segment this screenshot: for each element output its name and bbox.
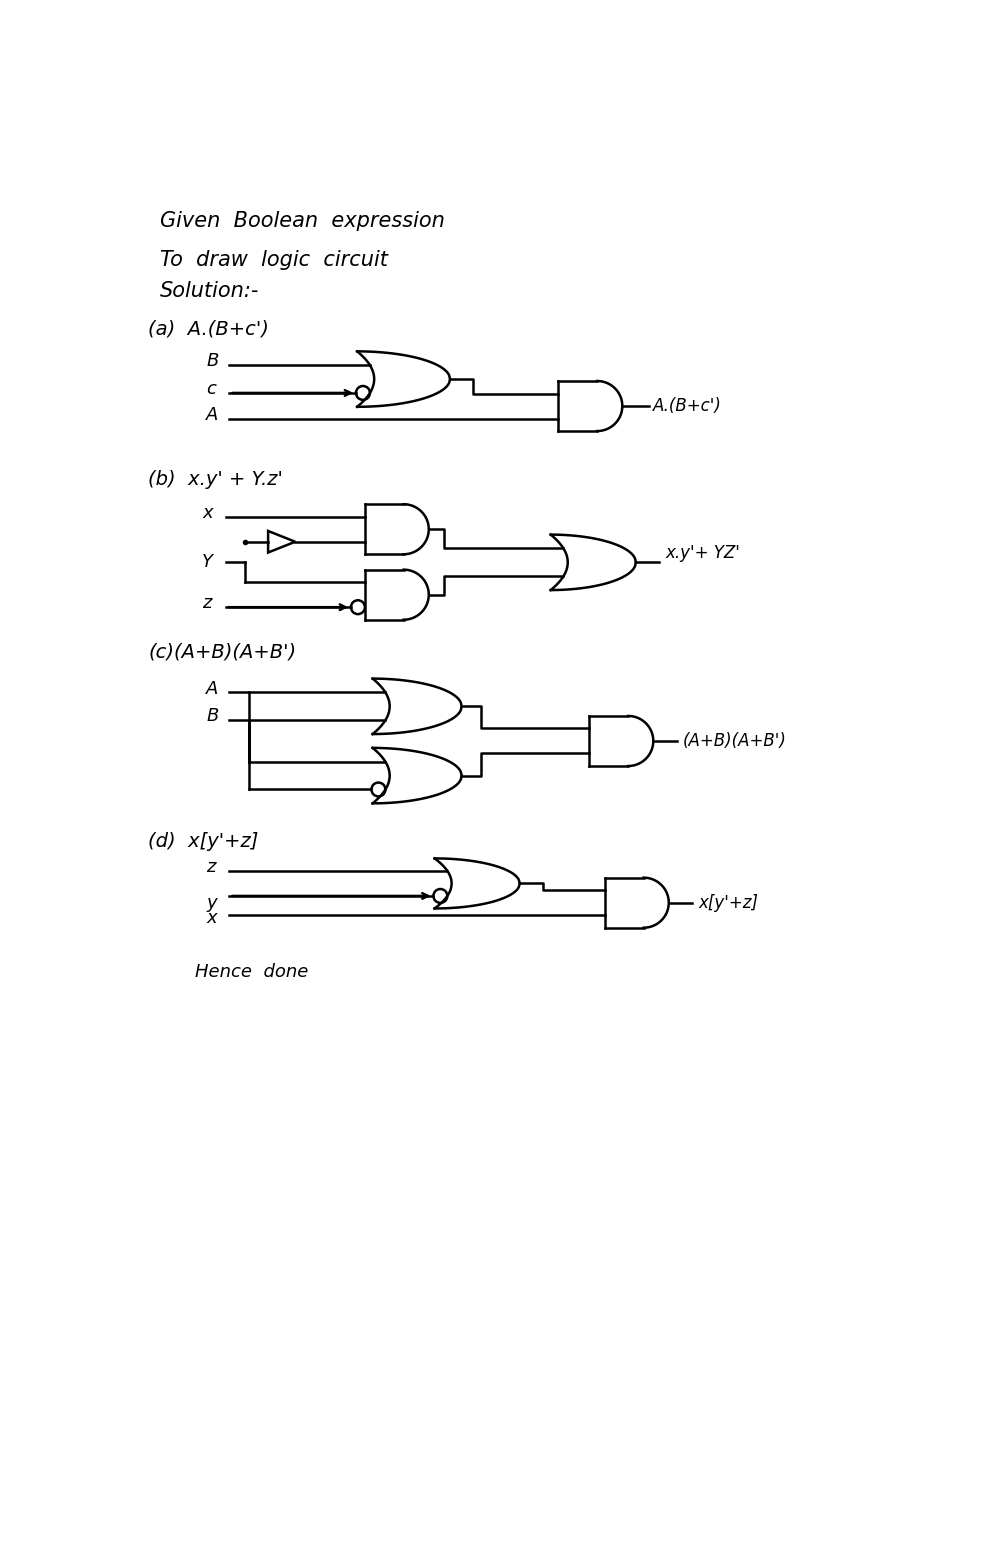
Text: c: c (206, 379, 216, 398)
Text: z: z (206, 857, 216, 876)
Text: Y: Y (202, 552, 214, 571)
Text: Solution:-: Solution:- (160, 281, 259, 301)
Text: A: A (206, 406, 219, 424)
Text: B: B (206, 353, 219, 370)
Text: (c)(A+B)(A+B'): (c)(A+B)(A+B') (148, 643, 297, 662)
Text: (b)  x.y' + Y.z': (b) x.y' + Y.z' (148, 470, 283, 489)
Text: x.y'+ YZ': x.y'+ YZ' (665, 544, 740, 563)
Text: Given  Boolean  expression: Given Boolean expression (160, 211, 445, 231)
Text: (a)  A.(B+c'): (a) A.(B+c') (148, 319, 269, 339)
Text: Hence  done: Hence done (195, 964, 308, 981)
Text: x: x (206, 910, 217, 927)
Text: A.(B+c'): A.(B+c') (653, 396, 722, 415)
Text: x[y'+z]: x[y'+z] (698, 894, 758, 911)
Text: x: x (202, 504, 213, 521)
Text: (d)  x[y'+z]: (d) x[y'+z] (148, 831, 259, 851)
Text: B: B (206, 708, 219, 725)
Text: y: y (206, 894, 217, 911)
Text: To  draw  logic  circuit: To draw logic circuit (160, 250, 388, 270)
Text: z: z (202, 594, 212, 612)
Text: A: A (206, 680, 219, 697)
Text: (A+B)(A+B'): (A+B)(A+B') (682, 732, 786, 749)
